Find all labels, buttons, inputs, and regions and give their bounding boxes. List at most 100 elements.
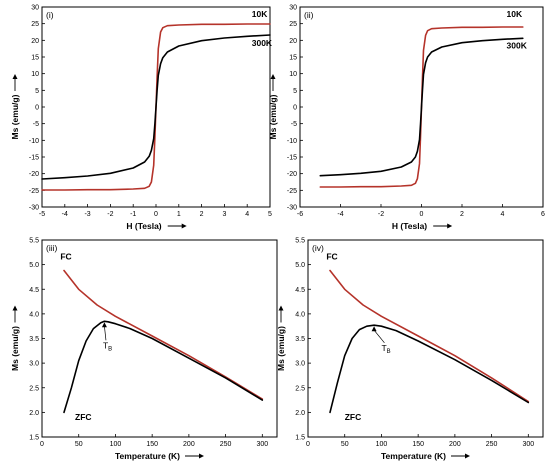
x-tick-label: 300	[256, 441, 268, 448]
y-tick-label: -10	[287, 138, 297, 145]
series-annotation: 10K	[507, 9, 523, 19]
y-tick-label: 10	[289, 71, 297, 78]
plot-frame	[307, 239, 544, 438]
y-axis-label: Ms (emu/g)	[276, 326, 286, 371]
x-tick-label: 4	[501, 211, 505, 218]
y-tick-label: 25	[31, 21, 39, 28]
y-tick-label: -15	[287, 155, 297, 162]
y-tick-label: 0	[293, 105, 297, 112]
chart-panel: 0 50 100 150 200 250 300 1.5 2.0 2.5 3.0 3.5 4.0 4.5 5…	[10, 238, 278, 461]
x-tick-label: -2	[378, 211, 384, 218]
x-axis-label: H (Tesla)	[392, 221, 427, 231]
y-tick-label: 30	[289, 5, 297, 12]
x-axis-arrowhead	[181, 223, 187, 229]
y-tick-label: 2.0	[29, 410, 39, 417]
tb-annotation: TB	[103, 340, 112, 352]
y-tick-label: 5.0	[29, 262, 39, 269]
plot-frame	[41, 239, 278, 438]
y-tick-label: -30	[29, 205, 39, 212]
y-tick-label: 3.5	[295, 336, 305, 343]
series-annotation: 300K	[507, 41, 528, 51]
y-tick-label: 4.5	[295, 287, 305, 294]
x-tick-label: 150	[412, 441, 424, 448]
series-annotation: ZFC	[345, 412, 362, 422]
x-tick-label: -2	[107, 211, 113, 218]
x-axis-arrowhead	[199, 453, 204, 459]
y-tick-label: -25	[287, 188, 297, 195]
x-axis-label: H (Tesla)	[126, 221, 161, 231]
x-tick-label: -6	[297, 211, 303, 218]
series-annotation: ZFC	[75, 412, 92, 422]
x-tick-label: 100	[110, 441, 122, 448]
x-tick-label: 3	[222, 211, 226, 218]
x-tick-label: 6	[541, 211, 545, 218]
panel-label: (iii)	[46, 243, 57, 253]
y-tick-label: -30	[287, 205, 297, 212]
x-tick-label: 4	[245, 211, 249, 218]
y-tick-label: 1.5	[29, 435, 39, 442]
x-tick-label: 0	[420, 211, 424, 218]
x-tick-label: 200	[183, 441, 195, 448]
y-tick-label: 20	[289, 38, 297, 45]
x-tick-label: 2	[460, 211, 464, 218]
y-tick-label: -5	[291, 121, 297, 128]
y-tick-label: -10	[29, 138, 39, 145]
y-tick-label: 30	[31, 5, 39, 12]
x-tick-label: 100	[376, 441, 388, 448]
x-tick-label: -1	[130, 211, 136, 218]
series-line-fc	[63, 269, 264, 400]
tb-annotation: TB	[381, 343, 390, 355]
series-annotation: 10K	[252, 9, 268, 19]
tb-arrowhead	[101, 322, 107, 328]
y-tick-label: 1.5	[295, 435, 305, 442]
x-tick-label: 200	[449, 441, 461, 448]
y-axis-label: Ms (emu/g)	[268, 94, 278, 139]
x-tick-label: -5	[39, 211, 45, 218]
y-tick-label: 4.0	[295, 311, 305, 318]
y-tick-label: 5.5	[295, 238, 305, 245]
y-tick-label: 5	[35, 88, 39, 95]
y-tick-label: -20	[287, 171, 297, 178]
y-axis-label: Ms (emu/g)	[10, 326, 20, 371]
x-tick-label: -3	[84, 211, 90, 218]
panel-label: (ii)	[304, 10, 314, 20]
series-annotation: 300K	[252, 38, 273, 48]
y-tick-label: 2.5	[29, 385, 39, 392]
y-axis-label: Ms (emu/g)	[10, 94, 20, 139]
y-tick-label: -5	[33, 121, 39, 128]
y-tick-label: 3.0	[29, 361, 39, 368]
series-annotation: FC	[60, 252, 71, 262]
y-tick-label: 2.5	[295, 385, 305, 392]
y-tick-label: -20	[29, 171, 39, 178]
series-line-300k	[319, 37, 524, 177]
x-tick-label: -4	[337, 211, 343, 218]
x-tick-label: 1	[177, 211, 181, 218]
chart-panel: -6 -4 -2 0 2 4 6-30-25-20-15-10-5051015202530H…	[268, 5, 545, 232]
y-tick-label: 5.5	[29, 238, 39, 245]
y-tick-label: 3.5	[29, 336, 39, 343]
x-tick-label: -4	[62, 211, 68, 218]
series-line-fc	[329, 269, 530, 403]
x-tick-label: 5	[268, 211, 272, 218]
x-tick-label: 150	[146, 441, 158, 448]
x-tick-label: 0	[154, 211, 158, 218]
x-tick-label: 250	[486, 441, 498, 448]
y-tick-label: 3.0	[295, 361, 305, 368]
panel-label: (iv)	[312, 243, 324, 253]
y-tick-label: 0	[35, 105, 39, 112]
x-axis-arrowhead	[465, 453, 470, 459]
x-tick-label: 0	[306, 441, 310, 448]
x-tick-label: 250	[220, 441, 232, 448]
y-tick-label: -15	[29, 155, 39, 162]
x-axis-label: Temperature (K)	[115, 451, 180, 461]
chart-panel: -5 -4 -3 -2 -1 0 1 2 3 4 5-30-25-20-15-10-50510152…	[10, 5, 273, 232]
series-line-zfc	[329, 324, 530, 414]
tb-arrowhead	[371, 326, 377, 332]
y-tick-label: 25	[289, 21, 297, 28]
y-axis-arrowhead	[12, 305, 18, 311]
panel-label: (i)	[46, 10, 54, 20]
y-tick-label: 4.0	[29, 311, 39, 318]
y-tick-label: 2.0	[295, 410, 305, 417]
tb-arrow	[104, 326, 107, 341]
series-line-300k	[41, 34, 271, 180]
